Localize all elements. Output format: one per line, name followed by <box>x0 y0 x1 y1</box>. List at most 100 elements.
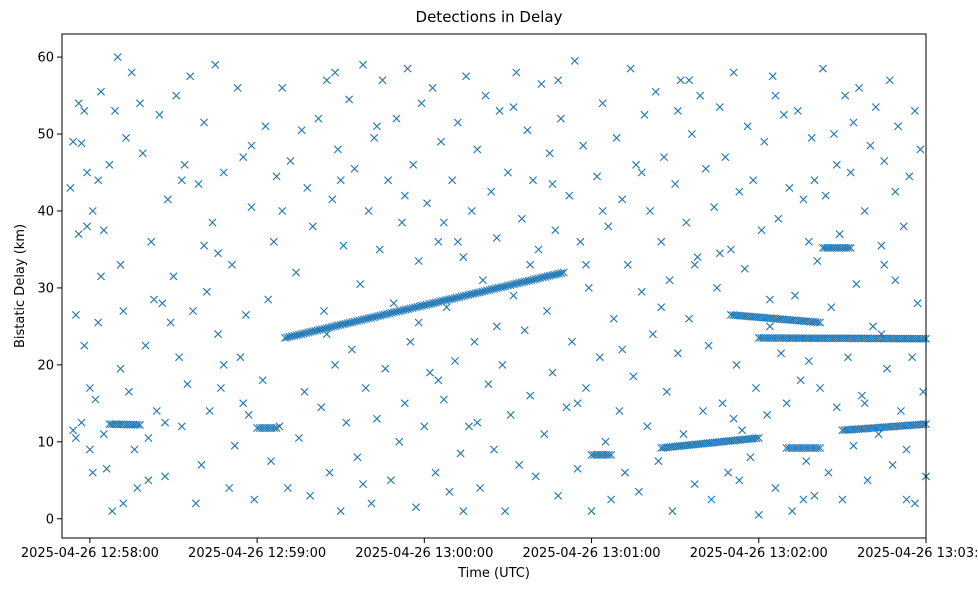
data-point <box>598 207 607 215</box>
data-point <box>422 300 431 309</box>
data-point <box>497 283 505 292</box>
data-point <box>389 299 398 308</box>
data-point <box>634 487 643 496</box>
data-point <box>320 307 328 315</box>
data-point <box>545 271 554 280</box>
data-point <box>849 441 858 450</box>
data-point <box>552 270 561 279</box>
data-point <box>394 307 403 316</box>
data-point <box>796 376 805 385</box>
data-point <box>85 445 94 454</box>
data-point <box>816 444 825 452</box>
data-point <box>476 288 485 297</box>
data-point <box>813 444 822 452</box>
data-point <box>899 222 908 231</box>
data-point <box>855 83 864 92</box>
data-point <box>381 364 390 373</box>
data-point <box>366 313 375 322</box>
data-point <box>387 308 396 317</box>
data-point <box>361 384 370 392</box>
data-point <box>902 495 911 504</box>
data-point <box>453 118 462 127</box>
data-point <box>283 484 292 492</box>
data-point <box>557 269 566 278</box>
data-point <box>97 87 105 96</box>
data-point <box>604 222 613 231</box>
data-point <box>166 318 175 327</box>
data-point <box>740 264 749 273</box>
data-point <box>690 480 699 489</box>
data-point <box>443 295 452 304</box>
data-point <box>346 318 354 327</box>
data-point <box>329 322 338 331</box>
data-point <box>69 137 78 146</box>
data-point <box>172 91 181 100</box>
data-point <box>66 183 75 192</box>
data-point <box>99 430 108 439</box>
data-point <box>830 130 838 138</box>
data-point <box>885 76 894 85</box>
data-point <box>359 60 367 69</box>
data-point <box>116 364 125 373</box>
data-point <box>278 207 287 215</box>
data-point <box>562 403 571 412</box>
data-point <box>239 153 248 162</box>
x-tick-label: 2025-04-26 13:00:00 <box>355 546 493 561</box>
data-point <box>729 68 738 77</box>
data-point <box>910 499 919 508</box>
data-point <box>133 420 142 429</box>
data-point <box>813 257 822 265</box>
data-point <box>77 418 86 427</box>
data-point <box>417 99 426 108</box>
data-point <box>208 218 217 227</box>
data-point <box>119 499 128 508</box>
data-point <box>665 276 674 285</box>
data-point <box>816 384 825 392</box>
data-point <box>431 468 440 477</box>
data-point <box>827 303 836 312</box>
data-point <box>607 450 616 459</box>
data-point <box>144 434 153 442</box>
data-point <box>315 325 324 334</box>
y-axis-label: Bistatic Delay (km) <box>13 224 28 348</box>
data-point <box>353 453 362 462</box>
data-point <box>657 237 666 246</box>
data-point <box>453 237 462 246</box>
data-point <box>494 283 503 292</box>
data-point <box>383 310 392 318</box>
data-point <box>844 243 853 252</box>
data-point <box>765 295 774 304</box>
data-point <box>844 353 852 362</box>
data-point <box>418 301 426 310</box>
data-point <box>724 468 733 477</box>
data-point <box>434 237 443 246</box>
data-point <box>380 310 389 319</box>
data-point <box>536 274 545 282</box>
data-point <box>640 110 649 119</box>
data-point <box>299 329 308 338</box>
data-point <box>175 353 184 362</box>
data-point <box>371 312 380 321</box>
data-point <box>348 318 357 327</box>
data-point <box>623 260 632 269</box>
data-point <box>478 287 487 296</box>
data-point <box>754 434 763 442</box>
data-point <box>660 153 668 162</box>
data-point <box>550 270 559 279</box>
data-point <box>116 260 125 269</box>
data-point <box>469 289 478 298</box>
data-point <box>339 320 347 329</box>
data-point <box>607 495 616 504</box>
data-point <box>216 384 225 392</box>
data-point <box>832 403 841 412</box>
data-point <box>80 341 89 350</box>
data-point <box>406 337 415 346</box>
data-point <box>908 353 917 362</box>
data-point <box>403 64 412 73</box>
data-point <box>749 176 758 185</box>
data-point <box>556 114 565 123</box>
data-point <box>804 237 813 246</box>
data-point <box>247 203 256 212</box>
data-point <box>80 106 89 115</box>
